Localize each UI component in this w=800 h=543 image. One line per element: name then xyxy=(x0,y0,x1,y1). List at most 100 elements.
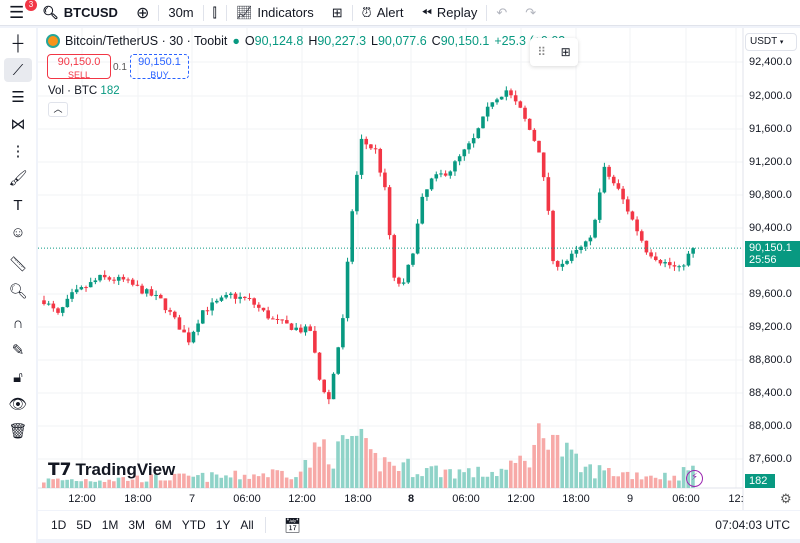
delete-tool[interactable]: 🗑︎ xyxy=(4,419,32,443)
collapse-legend-button[interactable]: ︿ xyxy=(48,102,68,117)
tradingview-logo[interactable]: 𝗧𝟳 TradingView xyxy=(48,460,175,480)
buy-price: 90,150.1 xyxy=(138,56,181,68)
candles-icon: ⫿ xyxy=(212,4,217,20)
high-value: 90,227.3 xyxy=(317,34,367,48)
redo-button[interactable]: ↷ xyxy=(516,0,545,25)
volume-bar xyxy=(607,468,611,488)
range-button-1y[interactable]: 1Y xyxy=(215,518,231,532)
text-tool[interactable]: T xyxy=(4,193,32,217)
volume-bar xyxy=(191,476,196,488)
candle-body xyxy=(420,196,425,224)
volume-label: Vol · BTC xyxy=(48,85,98,97)
volume-bar xyxy=(93,481,97,488)
candle-body xyxy=(621,188,625,200)
volume-bar xyxy=(410,477,415,488)
layouts-button[interactable]: ⊞ xyxy=(323,0,352,25)
candle-body xyxy=(331,373,336,400)
volume-bar xyxy=(452,478,457,488)
range-button-3m[interactable]: 3M xyxy=(128,518,146,532)
pattern-tool[interactable]: ⋈ xyxy=(4,112,32,136)
volume-bar xyxy=(46,478,51,488)
range-button-1d[interactable]: 1D xyxy=(51,518,67,532)
low-value: 90,077.6 xyxy=(377,34,427,48)
candle-body xyxy=(219,297,224,301)
candle-body xyxy=(60,307,65,313)
chart-type-button[interactable]: ⫿ xyxy=(204,0,226,25)
volume-bar xyxy=(663,472,667,488)
candle-body xyxy=(168,310,172,312)
symbol-title[interactable]: Bitcoin/TetherUS · 30 · Toobit xyxy=(65,34,228,48)
menu-button[interactable]: ☰ 3 xyxy=(0,0,37,25)
drag-handle-icon[interactable]: ⠿ xyxy=(537,45,547,59)
range-button-1m[interactable]: 1M xyxy=(101,518,119,532)
candle-body xyxy=(102,274,107,278)
volume-bar xyxy=(443,469,448,488)
candle-body xyxy=(163,298,168,311)
sell-button[interactable]: 90,150.0 SELL xyxy=(47,54,111,80)
ruler-tool[interactable]: 📏︎ xyxy=(4,252,32,276)
crosshair-tool[interactable]: ┼ xyxy=(4,31,32,55)
volume-bar xyxy=(681,467,686,488)
candle-body xyxy=(649,252,653,257)
replay-button[interactable]: ⏪︎ Replay xyxy=(412,0,486,25)
volume-bar xyxy=(270,469,275,488)
range-button-6m[interactable]: 6M xyxy=(155,518,172,532)
candle-body xyxy=(107,277,112,280)
range-button-ytd[interactable]: YTD xyxy=(181,518,206,532)
undo-button[interactable]: ↶ xyxy=(487,0,516,25)
range-button-all[interactable]: All xyxy=(240,518,254,532)
candle-body xyxy=(387,187,392,236)
volume-bar xyxy=(639,479,644,488)
candle-body xyxy=(285,320,289,324)
lock-tool[interactable]: 🔓︎ xyxy=(4,365,32,389)
buy-button[interactable]: 90,150.1 BUY xyxy=(130,54,189,80)
magnet-tool[interactable]: ∩ xyxy=(4,311,32,335)
volume-bar xyxy=(378,471,382,488)
candle-body xyxy=(630,211,635,220)
interval-button[interactable]: 30m xyxy=(159,0,202,25)
candle-body xyxy=(569,253,574,261)
alert-button[interactable]: ⏰︎ Alert xyxy=(353,0,413,25)
hide-tool[interactable]: 👁︎ xyxy=(4,392,32,416)
lock-drawing-tool[interactable]: ✎ xyxy=(4,338,32,362)
layout-icon[interactable]: ⊞ xyxy=(560,45,571,59)
candle-body xyxy=(462,149,467,157)
candle-body xyxy=(154,294,158,296)
zoom-tool[interactable]: 🔍︎ xyxy=(4,279,32,303)
candle-body xyxy=(373,148,378,150)
top-toolbar: ☰ 3 🔍︎ BTCUSD ⊕ 30m ⫿ 📈︎ Indicators ⊞ ⏰︎ Ale… xyxy=(0,0,800,26)
candle-body xyxy=(686,253,691,266)
candlestick-chart[interactable] xyxy=(38,28,800,510)
emoji-tool[interactable]: ☺ xyxy=(4,220,32,244)
pencil-lock-icon: ✎ xyxy=(11,342,25,359)
chart-pane[interactable]: Bitcoin/TetherUS · 30 · Toobit ● O90,124… xyxy=(38,28,800,510)
candle-body xyxy=(527,118,532,130)
goto-date-button[interactable]: 📅︎ xyxy=(272,517,314,534)
price-tick: 89,200.0 xyxy=(749,321,792,333)
candle-body xyxy=(74,289,79,293)
watermark-text: TradingView xyxy=(75,460,176,479)
range-button-5d[interactable]: 5D xyxy=(76,518,92,532)
fib-tool[interactable]: ☰ xyxy=(4,85,32,109)
candle-body xyxy=(565,260,569,264)
candle-body xyxy=(336,347,341,374)
brush-tool[interactable]: 🖌︎ xyxy=(4,166,32,190)
crosshair-icon: ┼ xyxy=(12,34,24,52)
candle-body xyxy=(546,177,551,211)
volume-bar xyxy=(509,460,513,488)
candle-body xyxy=(359,138,364,175)
lightning-button[interactable]: ⚡︎ xyxy=(686,470,703,487)
trend-line-tool[interactable]: ⟋ xyxy=(4,58,32,82)
chevron-up-icon: ︿ xyxy=(53,104,63,114)
indicators-button[interactable]: 📈︎ Indicators xyxy=(227,0,323,25)
compare-button[interactable]: ⊕ xyxy=(127,0,158,25)
floating-toolbar[interactable]: ⠿ ⊞ xyxy=(530,38,578,66)
volume-bar xyxy=(462,472,466,488)
volume-bar xyxy=(625,471,630,488)
settings-button[interactable]: ⚙ xyxy=(780,491,792,507)
volume-bar xyxy=(593,478,597,488)
currency-select[interactable]: USDT ▾ xyxy=(745,33,797,51)
symbol-search[interactable]: 🔍︎ BTCUSD xyxy=(33,0,127,25)
forecast-tool[interactable]: ⋮ xyxy=(4,139,32,163)
volume-bar xyxy=(457,469,462,488)
